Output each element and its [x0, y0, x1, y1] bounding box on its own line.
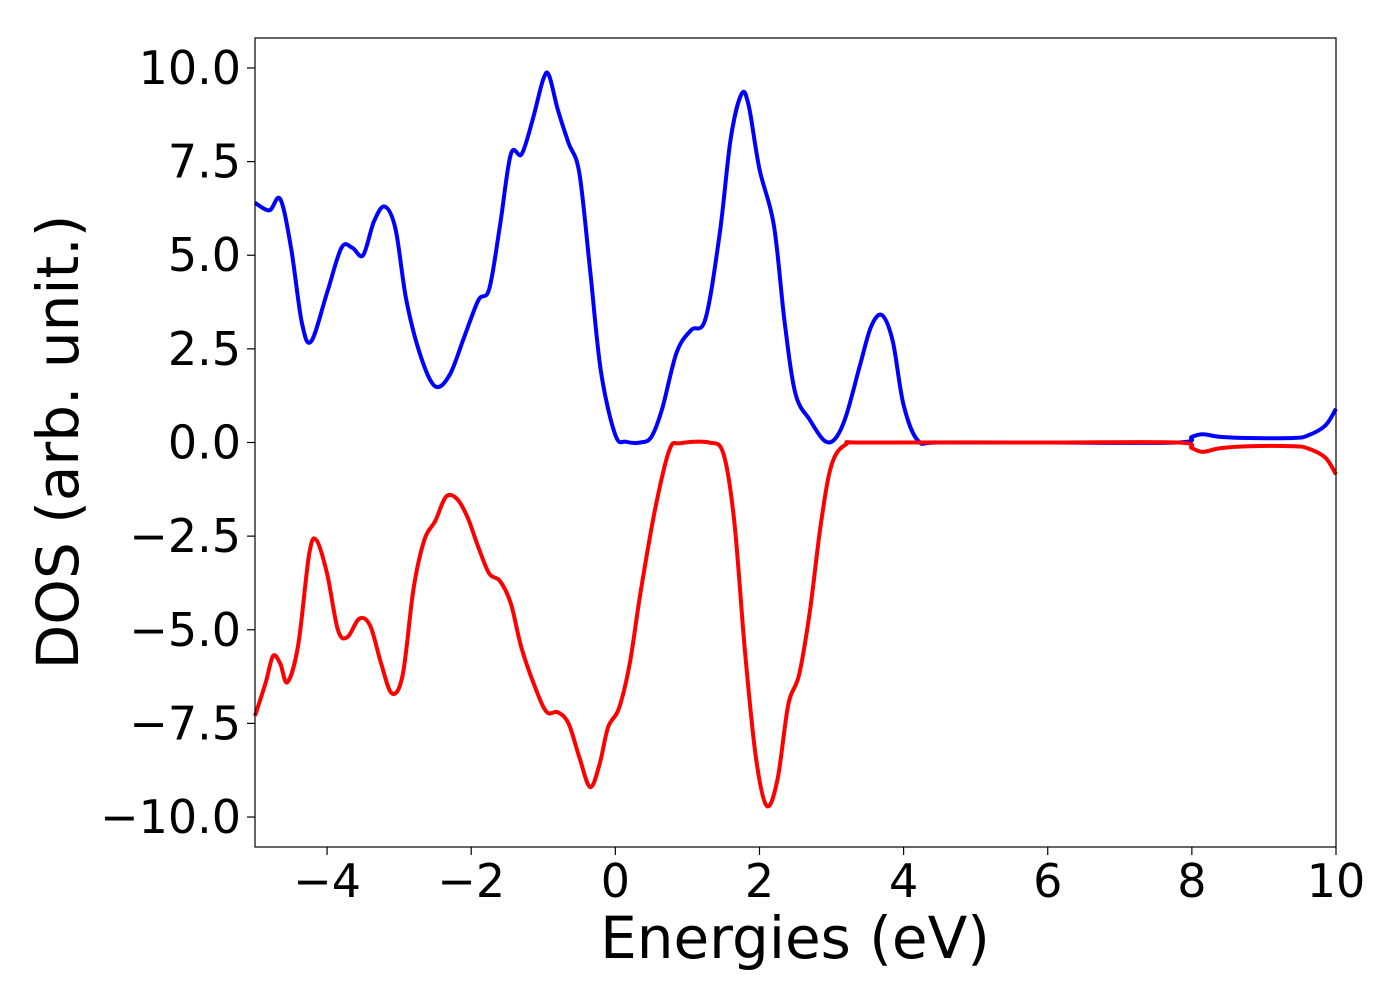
x-tick-label: 2 [745, 854, 774, 908]
y-tick-label: −5.0 [129, 603, 241, 657]
x-tick-label: 0 [601, 854, 630, 908]
y-tick-label: 5.0 [168, 228, 241, 282]
y-axis-ticks: 10.0 7.5 5.0 2.5 0.0 −2.5 −5.0 −7.5 −10.0 [100, 41, 255, 844]
y-tick-label: 7.5 [168, 135, 241, 189]
y-tick-label: −7.5 [129, 696, 241, 750]
y-tick-label: −10.0 [100, 790, 241, 844]
x-tick-label: 6 [1033, 854, 1062, 908]
y-tick-label: −2.5 [129, 509, 241, 563]
y-tick-label: 0.0 [168, 416, 241, 470]
x-tick-label: −4 [293, 854, 361, 908]
x-tick-label: 8 [1177, 854, 1206, 908]
x-tick-label: 10 [1307, 854, 1366, 908]
x-axis-label: Energies (eV) [600, 904, 990, 972]
x-tick-label: −2 [437, 854, 505, 908]
series-line-spin-down [253, 439, 1338, 809]
series-layer [253, 70, 1338, 809]
y-tick-label: 10.0 [139, 41, 241, 95]
y-tick-label: 2.5 [168, 322, 241, 376]
x-tick-label: 4 [889, 854, 918, 908]
x-axis-ticks: −4 −2 0 2 4 6 8 10 [293, 847, 1365, 908]
y-axis-label: DOS (arb. unit.) [24, 215, 92, 670]
